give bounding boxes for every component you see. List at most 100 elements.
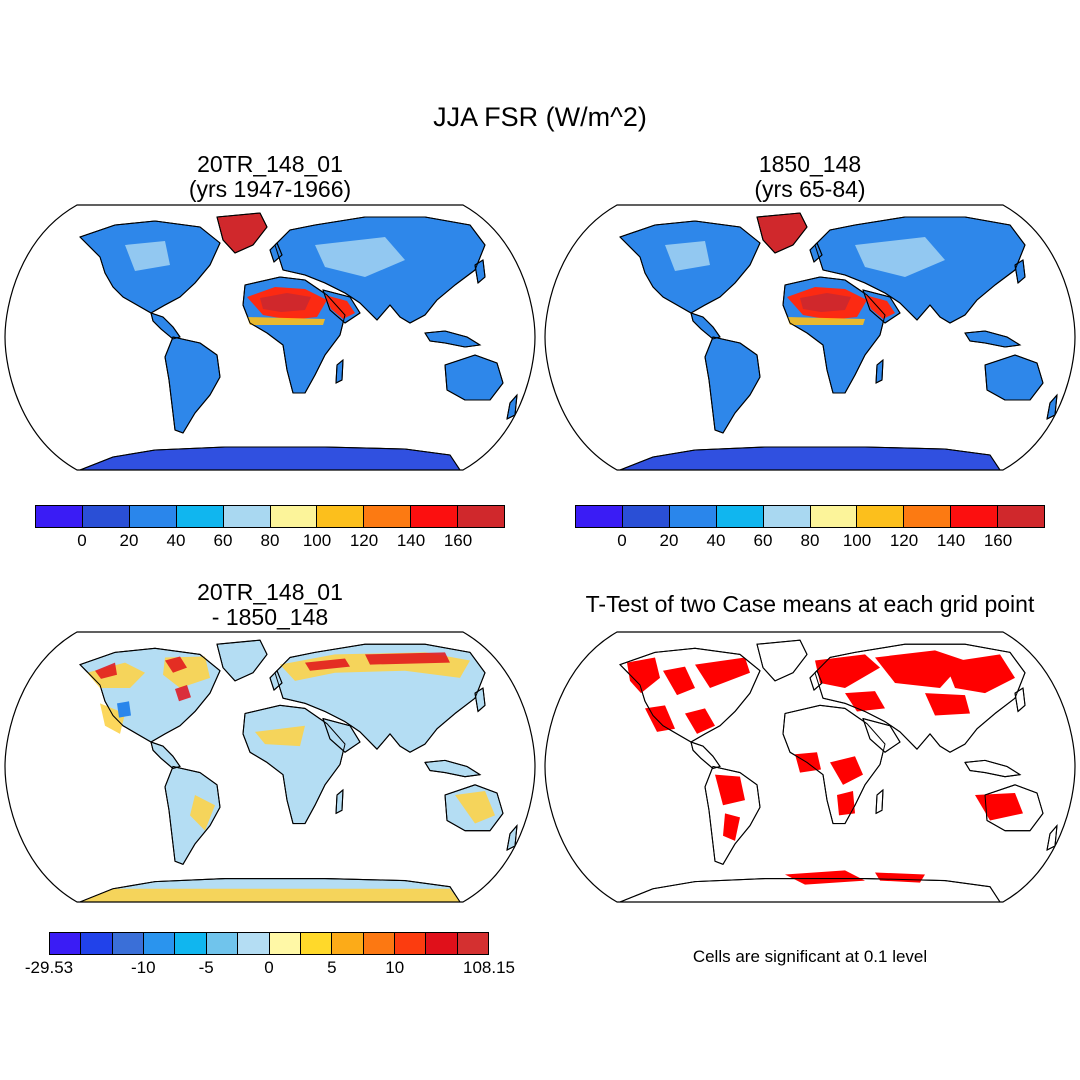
coastline-indonesia bbox=[964, 759, 1022, 778]
significant-cells bbox=[945, 654, 1015, 694]
coastline-south-america bbox=[164, 336, 221, 434]
coastline-south-america bbox=[704, 765, 761, 865]
positive-difference-region bbox=[100, 703, 125, 734]
colorbar-swatch bbox=[669, 506, 717, 527]
colorbar-label: 160 bbox=[443, 531, 473, 550]
significant-cells bbox=[627, 657, 660, 694]
significant-cells bbox=[795, 752, 821, 773]
strong-positive-difference bbox=[365, 652, 450, 665]
colorbar-boxes bbox=[575, 505, 1045, 528]
colorbar-swatch bbox=[411, 506, 459, 527]
significant-cells bbox=[875, 650, 965, 689]
colorbar-label: 100 bbox=[842, 531, 872, 550]
coastline-madagascar bbox=[335, 788, 344, 815]
panel-3-title-line1: 20TR_148_01 bbox=[197, 579, 343, 605]
map-panel-1 bbox=[4, 204, 536, 471]
panel-3-title-line2: - 1850_148 bbox=[211, 604, 329, 630]
coastline-uk bbox=[809, 669, 823, 691]
colorbar-swatch bbox=[576, 506, 623, 527]
colorbar-label: 20 bbox=[659, 531, 679, 550]
colorbar-label: 20 bbox=[119, 531, 139, 550]
significant-cells bbox=[845, 691, 885, 712]
coastline-japan bbox=[1014, 687, 1026, 713]
coastline-south-america bbox=[164, 765, 221, 865]
colorbar-label: 5 bbox=[327, 958, 337, 977]
colorbar-swatch bbox=[317, 506, 365, 527]
colorbar-swatch bbox=[223, 506, 271, 527]
positive-difference-region bbox=[190, 795, 215, 831]
colorbar-swatch bbox=[206, 933, 239, 954]
colorbar-swatch bbox=[364, 506, 412, 527]
colorbar-labels: 0 20 40 60 80 100 120 140 160 bbox=[35, 528, 505, 550]
coastline-greenland bbox=[756, 639, 808, 682]
coastline-indonesia bbox=[424, 330, 482, 348]
colorbar-label: 60 bbox=[213, 531, 233, 550]
colorbar-labels: -29.53 -10 -5 0 5 10 108.15 bbox=[25, 955, 515, 977]
colorbar-swatch bbox=[622, 506, 670, 527]
significant-cells bbox=[715, 774, 745, 806]
positive-difference-region bbox=[80, 888, 460, 902]
coastline-australia bbox=[444, 784, 504, 832]
strong-positive-difference bbox=[305, 658, 350, 671]
coastline-australia bbox=[984, 354, 1044, 401]
coastline-greenland bbox=[756, 212, 808, 254]
coastline-africa bbox=[782, 704, 886, 825]
colorbar-label: 160 bbox=[983, 531, 1013, 550]
colorbar-swatch bbox=[175, 933, 207, 954]
colorbar-swatch bbox=[810, 506, 858, 527]
sahel-band bbox=[247, 317, 325, 325]
coastline-south-america bbox=[704, 336, 761, 434]
coastline-eurasia bbox=[274, 643, 486, 753]
coastline-madagascar bbox=[875, 358, 884, 384]
coastline-north-america bbox=[79, 220, 221, 314]
map-boundary bbox=[4, 631, 536, 903]
colorbar-label: 140 bbox=[936, 531, 966, 550]
coastline-north-america bbox=[619, 220, 761, 314]
colorbar-label: 40 bbox=[166, 531, 186, 550]
colorbar-panel-1: 0 20 40 60 80 100 120 140 160 bbox=[35, 505, 505, 550]
colorbar-label: 0 bbox=[264, 958, 274, 977]
colorbar-swatch bbox=[176, 506, 224, 527]
colorbar-swatch bbox=[112, 933, 145, 954]
colorbar-swatch bbox=[270, 506, 318, 527]
coastline-indonesia bbox=[964, 330, 1022, 348]
coastline-australia bbox=[444, 354, 504, 401]
colorbar-label: 80 bbox=[260, 531, 280, 550]
colorbar-label: -29.53 bbox=[24, 958, 74, 977]
colorbar-swatch bbox=[426, 933, 458, 954]
colorbar-swatch bbox=[457, 933, 489, 954]
colorbar-label: 140 bbox=[396, 531, 426, 550]
strong-positive-difference bbox=[95, 662, 117, 679]
colorbar-swatch bbox=[904, 506, 952, 527]
colorbar-swatch bbox=[129, 506, 177, 527]
coastline-madagascar bbox=[335, 358, 344, 384]
panel-2-title: 1850_148 (yrs 65-84) bbox=[665, 152, 955, 202]
coastline-madagascar bbox=[875, 788, 884, 815]
coastline-australia bbox=[984, 784, 1044, 832]
colorbar-label: 100 bbox=[302, 531, 332, 550]
map-panel-3 bbox=[4, 631, 536, 903]
significant-cells bbox=[785, 870, 865, 885]
colorbar-label: 0 bbox=[77, 531, 87, 550]
colorbar-label: 10 bbox=[385, 958, 405, 977]
figure-title: JJA FSR (W/m^2) bbox=[433, 102, 647, 132]
coastline-greenland bbox=[216, 212, 268, 254]
colorbar-swatch bbox=[144, 933, 176, 954]
high-albedo-region bbox=[665, 241, 710, 271]
panel-4-title: T-Test of two Case means at each grid po… bbox=[545, 592, 1075, 617]
strong-positive-difference bbox=[175, 684, 191, 702]
colorbar-label: -5 bbox=[198, 958, 214, 977]
desert-core bbox=[260, 293, 311, 312]
significant-cells bbox=[975, 792, 1023, 821]
coastline-greenland bbox=[216, 639, 268, 682]
map-boundary bbox=[544, 204, 1076, 471]
coastline-arabia bbox=[322, 717, 361, 753]
coastline-eurasia bbox=[814, 216, 1026, 324]
colorbar-label: 40 bbox=[706, 531, 726, 550]
coastline-eurasia bbox=[814, 643, 1026, 753]
coastline-arabia bbox=[862, 717, 901, 753]
coastline-japan bbox=[1014, 259, 1026, 284]
panel-3-title: 20TR_148_01 - 1850_148 bbox=[125, 580, 415, 630]
significant-cells bbox=[663, 666, 695, 696]
significant-cells bbox=[815, 654, 880, 689]
